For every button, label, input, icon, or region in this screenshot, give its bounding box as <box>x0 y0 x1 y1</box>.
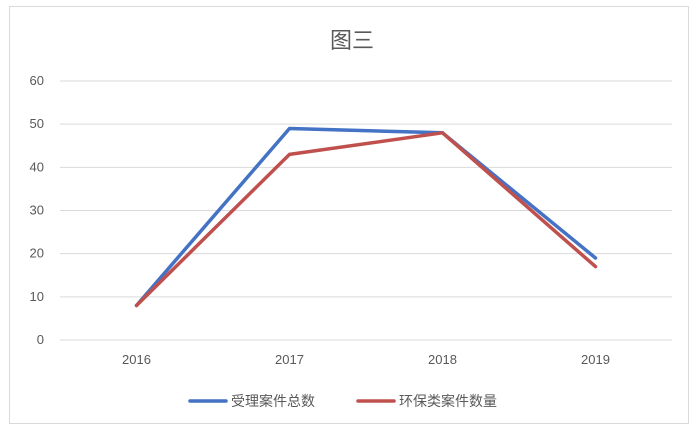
data-point <box>594 256 597 260</box>
series-lines <box>134 126 598 308</box>
y-tick-label: 10 <box>30 289 44 304</box>
chart-frame <box>9 6 689 424</box>
y-tick-label: 30 <box>30 203 44 218</box>
y-tick-label: 0 <box>37 332 44 347</box>
chart-title: 图三 <box>330 29 374 54</box>
y-tick-label: 60 <box>30 73 44 88</box>
y-tick-label: 40 <box>30 159 44 174</box>
data-point <box>288 152 291 156</box>
x-axis-ticks: 2016 2017 2018 2019 <box>122 352 610 367</box>
x-tick-label: 2018 <box>428 352 457 367</box>
data-point <box>594 265 597 269</box>
x-tick-label: 2017 <box>275 352 304 367</box>
data-point <box>135 303 138 307</box>
series-line-2 <box>134 131 598 308</box>
legend-label-2: 环保类案件数量 <box>399 393 497 410</box>
legend-label-1: 受理案件总数 <box>231 393 315 410</box>
data-point <box>441 131 444 135</box>
y-tick-label: 20 <box>30 246 44 261</box>
legend: 受理案件总数 环保类案件数量 <box>188 393 497 410</box>
y-axis-ticks: 0 10 20 30 40 50 60 <box>30 73 44 347</box>
x-tick-label: 2019 <box>581 352 610 367</box>
x-tick-label: 2016 <box>122 352 151 367</box>
gridlines <box>60 80 672 341</box>
series-line-1 <box>134 126 598 308</box>
data-point <box>288 126 291 130</box>
y-tick-label: 50 <box>30 116 44 131</box>
